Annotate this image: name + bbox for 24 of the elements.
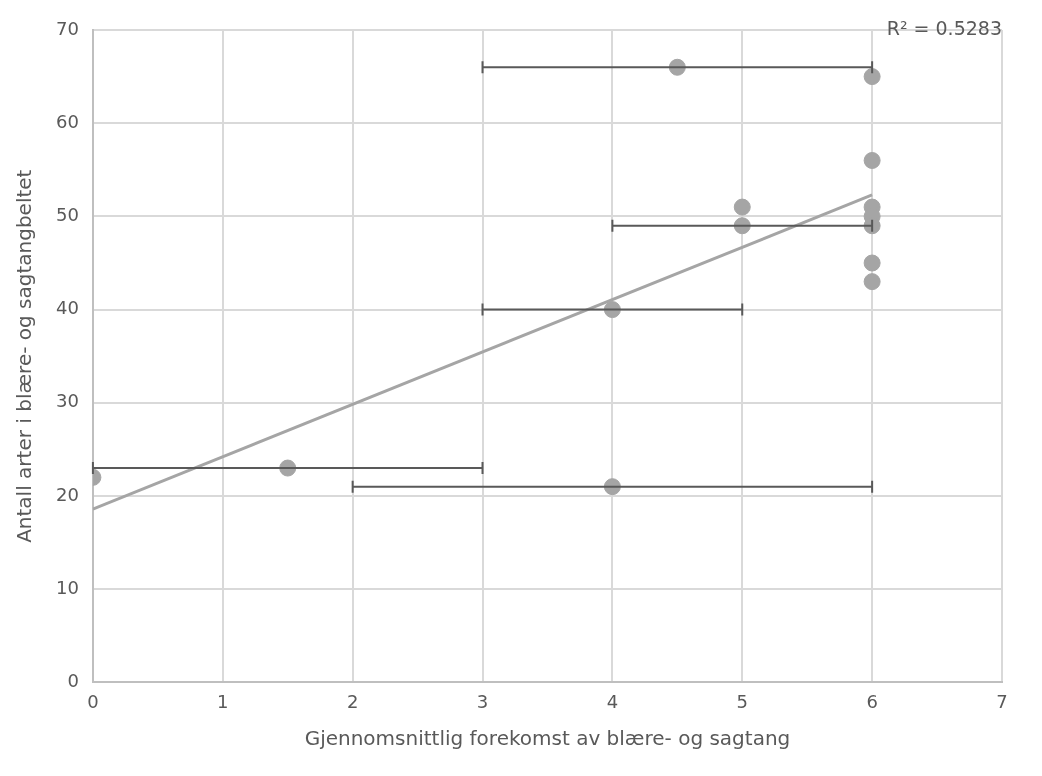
x-tick-label: 0	[87, 690, 99, 712]
y-tick-label: 60	[56, 110, 79, 132]
point	[863, 273, 881, 291]
y-axis-title: Antall arter i blære- og sagtangbeltet	[12, 169, 37, 543]
y-tick-label: 50	[56, 204, 79, 226]
x-tick-label: 5	[736, 690, 748, 712]
point	[863, 151, 881, 169]
x-tick-label: 3	[476, 690, 489, 712]
annotation: R² = 0.5283	[886, 16, 1002, 39]
y-tick-label: 30	[56, 390, 79, 412]
x-tick-label: 4	[606, 690, 619, 712]
point	[863, 68, 881, 86]
x-axis-title: Gjennomsnittlig forekomst av blære- og sagtang	[304, 726, 791, 751]
y-tick-label: 0	[67, 670, 79, 692]
y-tick-label: 10	[56, 576, 79, 598]
y-tick-label: 20	[56, 483, 79, 505]
point	[733, 198, 751, 216]
y-tick-label: 70	[56, 17, 79, 39]
x-tick-label: 2	[346, 690, 359, 712]
x-tick-label: 7	[996, 690, 1008, 712]
x-tick-label: 6	[866, 690, 878, 712]
x-tick-label: 1	[217, 690, 229, 712]
point	[863, 254, 881, 272]
y-tick-label: 40	[56, 297, 79, 319]
